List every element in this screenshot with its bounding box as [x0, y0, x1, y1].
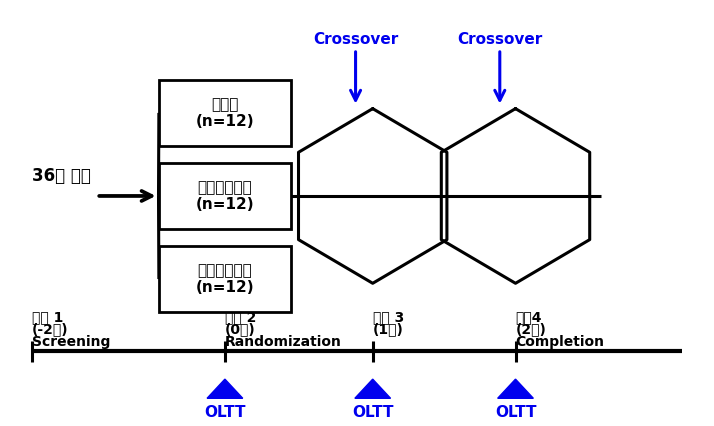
Text: (2주): (2주)	[516, 322, 546, 337]
Text: OLTT: OLTT	[204, 405, 246, 420]
Polygon shape	[207, 379, 243, 398]
Text: (-2주): (-2주)	[32, 322, 69, 337]
Text: (1주): (1주)	[373, 322, 403, 337]
Text: 방문 3: 방문 3	[373, 310, 404, 324]
Text: 36명 등록: 36명 등록	[32, 167, 91, 185]
Bar	[159, 163, 291, 229]
Text: OLTT: OLTT	[495, 405, 536, 420]
Text: Completion: Completion	[516, 335, 605, 349]
Text: 방문 2: 방문 2	[225, 310, 256, 324]
Text: Randomization: Randomization	[225, 335, 342, 349]
Bar	[159, 80, 291, 146]
Text: 대조군
(n=12): 대조군 (n=12)	[196, 97, 254, 129]
Text: 방문4: 방문4	[516, 310, 542, 324]
Text: Screening: Screening	[32, 335, 111, 349]
Bar	[159, 246, 291, 312]
Polygon shape	[498, 379, 533, 398]
Text: OLTT: OLTT	[352, 405, 393, 420]
Text: 고용량시험군
(n=12): 고용량시험군 (n=12)	[196, 263, 254, 295]
Text: (0주): (0주)	[225, 322, 256, 337]
Text: Crossover: Crossover	[457, 32, 543, 47]
Text: 방문 1: 방문 1	[32, 310, 64, 324]
Polygon shape	[355, 379, 391, 398]
Text: Crossover: Crossover	[313, 32, 398, 47]
Text: 저용량시험군
(n=12): 저용량시험군 (n=12)	[196, 180, 254, 212]
